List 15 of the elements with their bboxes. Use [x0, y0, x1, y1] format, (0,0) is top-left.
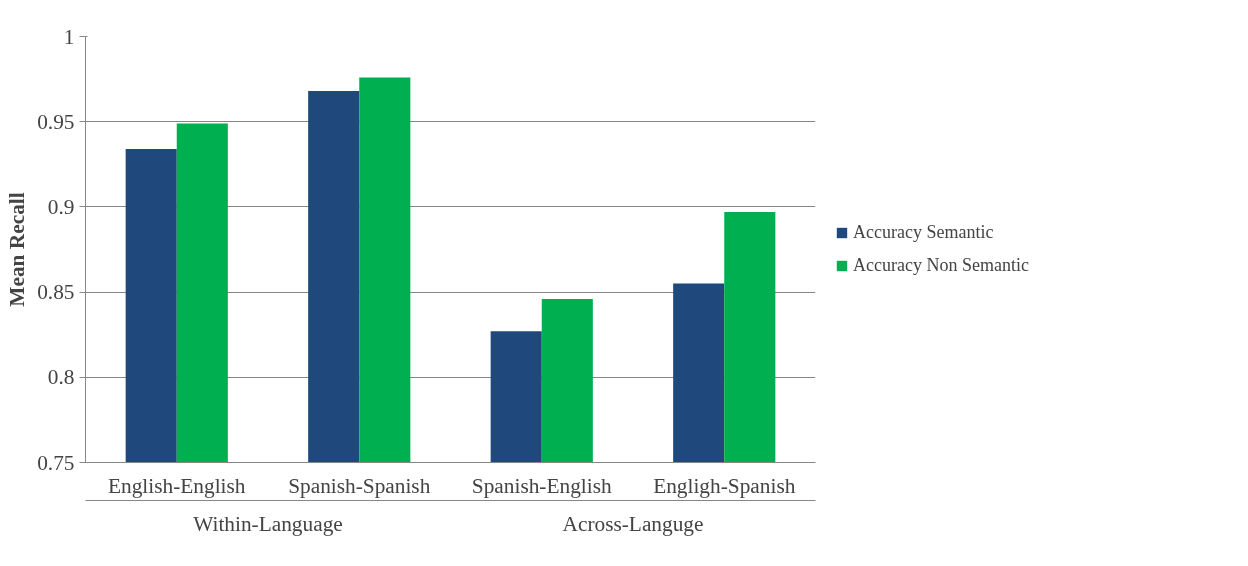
x-tick-label: Spanish-Spanish	[288, 473, 431, 498]
y-axis-title: Mean Recall	[5, 192, 30, 307]
y-tick-label: 0.85	[37, 280, 75, 305]
y-tick-label: 1	[63, 24, 75, 49]
x-tick-label: Engligh-Spanish	[653, 473, 796, 498]
legend-label: Accuracy Semantic	[853, 222, 994, 243]
y-tick-label: 0.8	[47, 365, 75, 390]
y-tick-label: 0.95	[37, 109, 75, 134]
text: Within-Language	[193, 511, 343, 536]
text: Across-Languge	[562, 511, 704, 536]
legend-label: Accuracy Non Semantic	[853, 255, 1029, 276]
x-tick-label: English-English	[108, 473, 246, 498]
x-tick-label: Spanish-English	[471, 473, 612, 498]
y-tick-label: 0.9	[47, 194, 75, 219]
y-tick-label: 0.75	[37, 450, 75, 475]
